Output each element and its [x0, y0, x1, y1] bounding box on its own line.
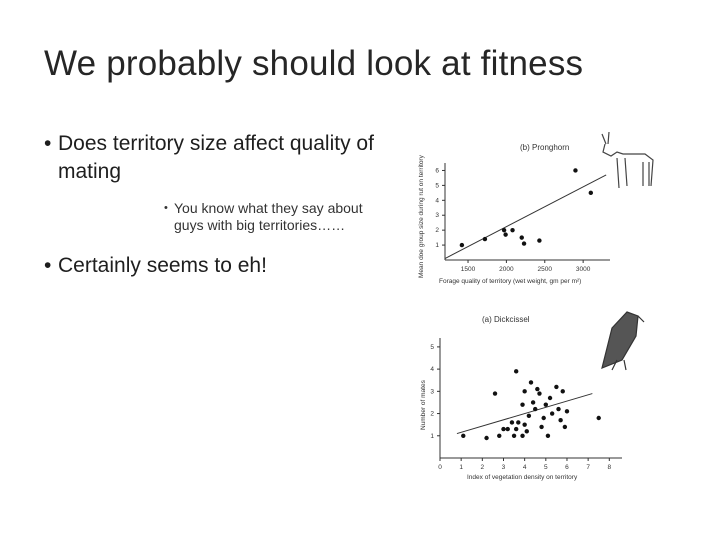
dickcissel-chart-title: (a) Dickcissel [482, 315, 530, 324]
dickcissel-y-tick-label: 1 [430, 433, 434, 440]
dickcissel-data-point [564, 409, 570, 414]
dickcissel-data-point [533, 406, 538, 412]
pronghorn-data-point [521, 241, 527, 246]
dickcissel-data-point [522, 422, 527, 427]
sub-bullet-big-territories: • You know what they say about guys with… [164, 200, 374, 234]
pronghorn-data-point [459, 242, 465, 248]
bullet-territory-size: • Does territory size affect quality of … [44, 130, 374, 186]
dickcissel-trend-line [456, 393, 593, 435]
dickcissel-data-point [554, 384, 559, 390]
dickcissel-x-tick-label: 4 [523, 464, 527, 471]
dickcissel-data-point [505, 426, 510, 432]
bullet-marker: • [164, 202, 168, 214]
pronghorn-illustration [601, 131, 654, 189]
dickcissel-data-point [562, 424, 568, 430]
dickcissel-data-point [492, 391, 498, 396]
dickcissel-data-point [497, 433, 502, 438]
dickcissel-data-point [539, 424, 544, 430]
pronghorn-data-point [501, 227, 507, 233]
pronghorn-x-tick-label: 1500 [461, 266, 476, 273]
dickcissel-data-point [484, 435, 489, 441]
bullet-text: Does territory size affect quality of ma… [58, 132, 374, 183]
pronghorn-y-tick-label: 1 [435, 242, 439, 249]
dickcissel-figure: (a) Dickcissel Number of mates Index of … [412, 298, 648, 490]
dickcissel-data-point [520, 433, 525, 438]
bullet-certainly: • Certainly seems to eh! [44, 252, 374, 280]
dickcissel-x-tick-label: 5 [544, 464, 548, 471]
dickcissel-y-tick-label: 4 [430, 366, 434, 373]
pronghorn-data-point [573, 168, 578, 173]
dickcissel-x-tick-label: 8 [607, 464, 611, 471]
pronghorn-y-tick-label: 6 [435, 167, 439, 174]
dickcissel-y-tick-label: 5 [430, 344, 434, 351]
dickcissel-data-point [516, 420, 521, 425]
pronghorn-x-tick-label: 2500 [538, 266, 553, 273]
dickcissel-data-point [596, 415, 601, 421]
bullet-list: • Does territory size affect quality of … [44, 130, 374, 294]
dickcissel-data-point [461, 433, 466, 438]
dickcissel-data-point [511, 433, 517, 438]
dickcissel-data-point [524, 429, 529, 434]
pronghorn-y-tick-label: 5 [435, 182, 439, 189]
dickcissel-data-point [513, 369, 519, 374]
dickcissel-x-tick-label: 7 [586, 464, 590, 471]
dickcissel-data-point [513, 426, 519, 432]
dickcissel-x-axis-label: Index of vegetation density on territory [467, 474, 578, 481]
dickcissel-x-tick-label: 3 [502, 464, 506, 471]
dickcissel-data-point [535, 386, 540, 392]
pronghorn-x-tick-label: 2000 [499, 266, 514, 273]
pronghorn-data-point [510, 227, 515, 233]
dickcissel-y-tick-label: 2 [430, 411, 434, 418]
dickcissel-y-tick-label: 3 [430, 388, 434, 395]
dickcissel-data-point [541, 415, 546, 421]
pronghorn-data-point [503, 232, 508, 237]
pronghorn-trend-line [444, 174, 607, 259]
dickcissel-data-point [509, 420, 515, 425]
pronghorn-y-tick-label: 3 [435, 212, 439, 219]
dickcissel-x-tick-label: 0 [438, 464, 442, 471]
bullet-text: Certainly seems to eh! [58, 254, 267, 277]
dickcissel-data-point [543, 402, 549, 407]
bullet-marker: • [44, 132, 52, 155]
dickcissel-data-point [528, 380, 534, 385]
pronghorn-data-point [519, 235, 524, 240]
pronghorn-figure: (b) Pronghorn Mean doe group size during… [405, 128, 660, 293]
pronghorn-x-axis-label: Forage quality of territory (wet weight,… [439, 278, 581, 285]
dickcissel-data-point [547, 395, 553, 401]
bullet-text: You know what they say about guys with b… [174, 200, 363, 233]
dickcissel-x-tick-label: 2 [481, 464, 485, 471]
slide-title: We probably should look at fitness [44, 44, 584, 83]
dickcissel-data-point [545, 433, 551, 438]
pronghorn-y-axis-label: Mean doe group size during rut on territ… [418, 154, 425, 278]
pronghorn-data-point [588, 190, 594, 196]
dickcissel-data-point [520, 402, 525, 407]
pronghorn-data-point [482, 236, 488, 242]
pronghorn-scatter-chart: (b) Pronghorn Mean doe group size during… [418, 131, 654, 285]
dickcissel-data-point [522, 389, 527, 394]
pronghorn-data-point [537, 238, 542, 243]
dickcissel-data-point [501, 426, 506, 432]
dickcissel-scatter-chart: (a) Dickcissel Number of mates Index of … [420, 311, 645, 481]
bullet-marker: • [44, 254, 52, 277]
dickcissel-data-point [549, 411, 555, 416]
pronghorn-x-tick-label: 3000 [576, 266, 591, 273]
dickcissel-data-point [556, 406, 561, 412]
dickcissel-x-tick-label: 6 [565, 464, 569, 471]
dickcissel-y-axis-label: Number of mates [420, 379, 427, 430]
dickcissel-illustration [601, 311, 645, 371]
dickcissel-data-point [537, 391, 542, 396]
pronghorn-chart-title: (b) Pronghorn [520, 143, 569, 152]
dickcissel-data-point [530, 400, 536, 405]
dickcissel-data-point [526, 413, 532, 418]
dickcissel-data-point [560, 389, 565, 394]
pronghorn-y-tick-label: 4 [435, 197, 439, 204]
dickcissel-data-point [558, 418, 563, 423]
pronghorn-y-tick-label: 2 [435, 227, 439, 234]
dickcissel-x-tick-label: 1 [459, 464, 463, 471]
